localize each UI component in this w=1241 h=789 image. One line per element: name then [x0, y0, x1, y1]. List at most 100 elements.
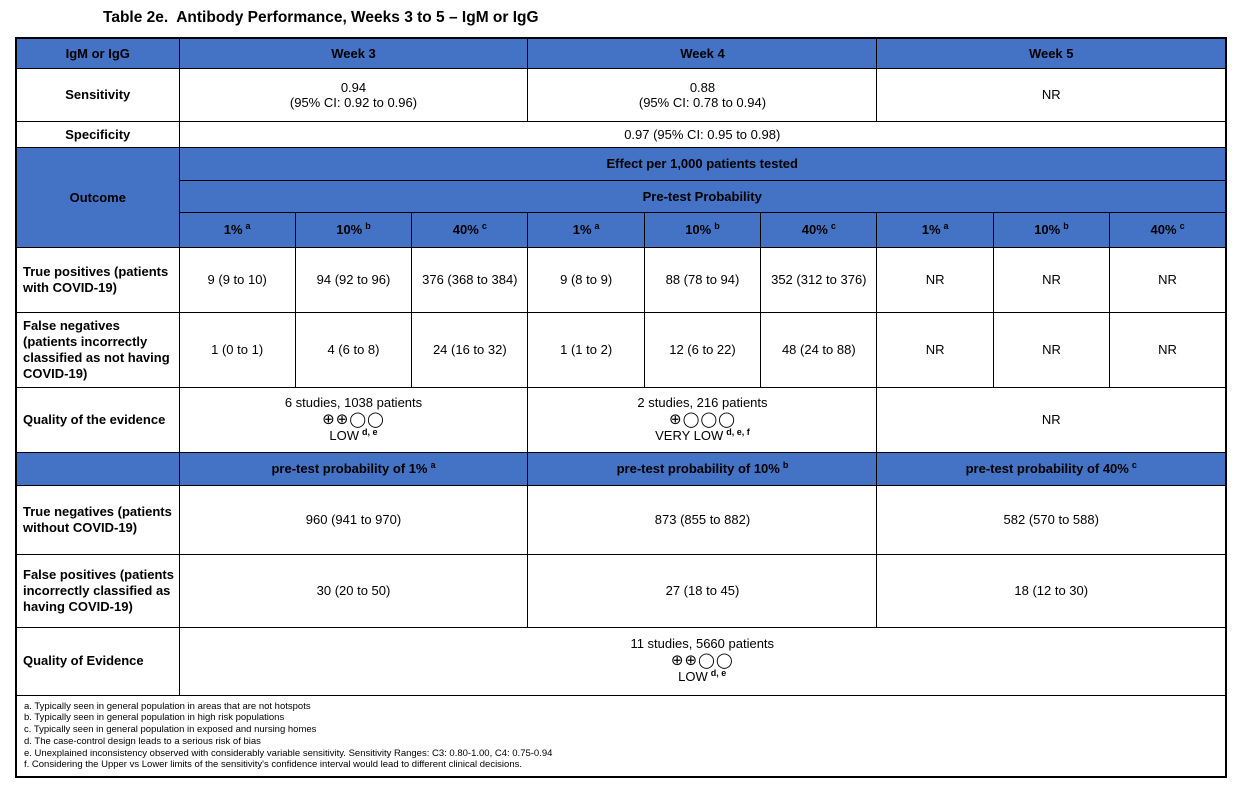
quality-evidence-bottom-row: Quality of Evidence 11 studies, 5660 pat…	[15, 626, 1227, 696]
band-text: pre-test probability of 1%	[271, 461, 428, 476]
antibody-performance-table: IgM or IgG Week 3 Week 4 Week 5 Sensitiv…	[15, 37, 1227, 779]
tn-cell: 873 (855 to 882)	[527, 484, 878, 555]
prob-sup: c	[1179, 221, 1185, 231]
quality-evidence-top-row: Quality of the evidence 6 studies, 1038 …	[15, 386, 1227, 453]
false-negatives-row: False negatives (patients incorrectly cl…	[15, 311, 1227, 388]
prob-sup: c	[830, 221, 836, 231]
fn-cell: 4 (6 to 8)	[294, 311, 413, 388]
band-sup: a	[430, 460, 436, 470]
prob-pct: 10%	[1034, 222, 1061, 237]
row-label-sensitivity: Sensitivity	[15, 67, 180, 122]
pretest-band-row: pre-test probability of 1% a pre-test pro…	[15, 451, 1227, 486]
header-cell-igm-igg: IgM or IgG	[15, 37, 180, 69]
prob-pct: 40%	[452, 222, 479, 237]
quality-overall-cell: 11 studies, 5660 patients ⊕⊕◯◯ LOW d, e	[178, 626, 1227, 696]
grade-symbols: ⊕⊕◯◯	[322, 409, 385, 428]
quality-week3-cell: 6 studies, 1038 patients ⊕⊕◯◯ LOW d, e	[178, 386, 529, 453]
prob-sup: a	[594, 221, 600, 231]
row-label-outcome: Outcome	[15, 146, 180, 248]
prob-col-w3-1pct: 1% a	[178, 211, 296, 248]
prob-pct: 10%	[685, 222, 712, 237]
grade-word: LOW	[329, 427, 360, 443]
pretest-band-10pct: pre-test probability of 10% b	[527, 451, 878, 486]
pretest-band-1pct: pre-test probability of 1% a	[178, 451, 529, 486]
specificity-row: Specificity 0.97 (95% CI: 0.95 to 0.98)	[15, 120, 1227, 148]
quality-week3-grade: LOW d, e	[184, 426, 524, 445]
sensitivity-week3-value: 0.94	[340, 79, 367, 95]
tp-cell: 9 (9 to 10)	[178, 246, 296, 313]
prob-col-w5-10pct: 10% b	[992, 211, 1111, 248]
grade-sup: d, e	[362, 426, 378, 437]
prob-pct: 1%	[223, 222, 243, 237]
fp-cell: 30 (20 to 50)	[178, 553, 529, 628]
sensitivity-row: Sensitivity 0.94 (95% CI: 0.92 to 0.96) …	[15, 67, 1227, 122]
grade-word: LOW	[678, 669, 708, 684]
grade-sup: d, e, f	[726, 426, 750, 437]
prob-pct: 40%	[801, 222, 828, 237]
sensitivity-week3-ci: (95% CI: 0.92 to 0.96)	[289, 94, 418, 110]
footnote-a: a. Typically seen in general population …	[24, 700, 311, 712]
true-negatives-row: True negatives (patients without COVID-1…	[15, 484, 1227, 555]
pretest-header-cell: Pre-test Probability	[178, 179, 1227, 213]
tp-cell: 376 (368 to 384)	[411, 246, 529, 313]
band-sup: b	[782, 460, 789, 470]
quality-week4-cell: 2 studies, 216 patients ⊕◯◯◯ VERY LOW d, …	[527, 386, 878, 453]
band-text: pre-test probability of 10%	[616, 461, 780, 476]
quality-week3-studies: 6 studies, 1038 patients	[284, 394, 423, 410]
fn-cell: 24 (16 to 32)	[411, 311, 529, 388]
fn-cell: NR	[876, 311, 994, 388]
prob-col-w3-10pct: 10% b	[294, 211, 413, 248]
pretest-band-empty-cell	[15, 451, 180, 486]
grade-symbols: ⊕◯◯◯	[669, 409, 736, 428]
sensitivity-week4-value: 0.88	[689, 79, 716, 95]
footnote-f: f. Considering the Upper vs Lower limits…	[24, 759, 522, 771]
tp-cell: NR	[876, 246, 994, 313]
row-label-false-negatives: False negatives (patients incorrectly cl…	[15, 311, 180, 388]
footnote-c: c. Typically seen in general population …	[24, 724, 317, 736]
sensitivity-week3-cell: 0.94 (95% CI: 0.92 to 0.96)	[178, 67, 529, 122]
footnote-b: b. Typically seen in general population …	[24, 712, 285, 724]
false-positives-row: False positives (patients incorrectly cl…	[15, 553, 1227, 628]
prob-sup: c	[481, 221, 487, 231]
prob-sup: b	[714, 221, 720, 231]
header-row: IgM or IgG Week 3 Week 4 Week 5	[15, 37, 1227, 69]
header-cell-week3: Week 3	[178, 37, 529, 69]
row-label-false-positives: False positives (patients incorrectly cl…	[15, 553, 180, 628]
quality-week4-studies: 2 studies, 216 patients	[637, 394, 768, 410]
sensitivity-week4-ci: (95% CI: 0.78 to 0.94)	[638, 94, 767, 110]
specificity-value-cell: 0.97 (95% CI: 0.95 to 0.98)	[178, 120, 1227, 148]
pretest-header-row: Pre-test Probability	[16, 179, 1227, 213]
tp-cell: 9 (8 to 9)	[527, 246, 645, 313]
prob-col-w3-40pct: 40% c	[411, 211, 529, 248]
true-positives-row: True positives (patients with COVID-19) …	[15, 246, 1227, 313]
prob-sup: a	[245, 221, 251, 231]
prob-pct: 1%	[921, 222, 941, 237]
probability-columns-row: 1% a 10% b 40% c 1% a 10% b 40% c 1% a 10% b 40%…	[16, 211, 1227, 248]
effect-header-cell: Effect per 1,000 patients tested	[178, 146, 1227, 181]
tp-cell: 88 (78 to 94)	[643, 246, 762, 313]
fn-cell: 48 (24 to 88)	[760, 311, 878, 388]
row-label-quality-top: Quality of the evidence	[15, 386, 180, 453]
footnote-e: e. Unexplained inconsistency observed wi…	[24, 747, 553, 759]
tp-cell: NR	[992, 246, 1111, 313]
sensitivity-week5-cell: NR	[876, 67, 1227, 122]
page-title: Table 2e. Antibody Performance, Weeks 3 …	[103, 9, 539, 26]
footnotes-row: a. Typically seen in general population …	[15, 694, 1227, 778]
quality-overall-grade: LOW d, e	[184, 668, 1222, 686]
quality-week4-grade: VERY LOW d, e, f	[532, 426, 872, 445]
tn-cell: 960 (941 to 970)	[178, 484, 529, 555]
prob-sup: b	[1063, 221, 1069, 231]
band-sup: c	[1131, 460, 1137, 470]
grade-symbols: ⊕⊕◯◯	[670, 651, 734, 669]
grade-sup: d, e	[710, 668, 727, 678]
tp-cell: 352 (312 to 376)	[760, 246, 878, 313]
footnotes-cell: a. Typically seen in general population …	[15, 694, 1227, 778]
fn-cell: NR	[1109, 311, 1227, 388]
prob-pct: 1%	[572, 222, 592, 237]
prob-pct: 10%	[336, 222, 363, 237]
grade-word: VERY LOW	[655, 427, 724, 443]
row-label-specificity: Specificity	[15, 120, 180, 148]
tp-cell: 94 (92 to 96)	[294, 246, 413, 313]
header-cell-week5: Week 5	[876, 37, 1227, 69]
